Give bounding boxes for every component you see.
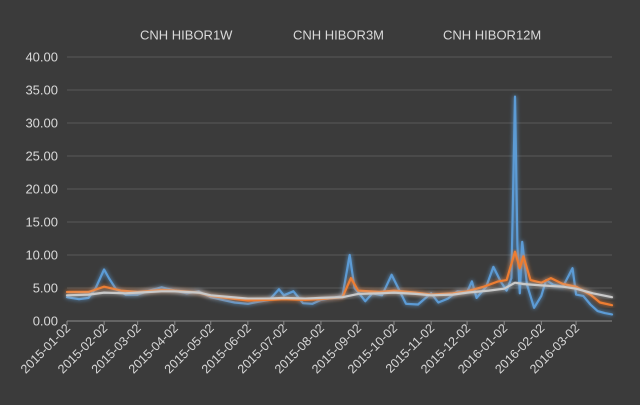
y-tick-label: 40.00 [25, 50, 58, 65]
legend-label: CNH HIBOR1W [140, 28, 233, 43]
y-tick-label: 25.00 [25, 149, 58, 164]
x-axis-tick-labels: 2015-01-022015-02-022015-03-022015-04-02… [18, 321, 582, 376]
y-tick-label: 5.00 [33, 281, 58, 296]
series-lines [65, 95, 614, 316]
legend-label: CNH HIBOR12M [443, 28, 541, 43]
series-line-cnh-hibor1w [65, 95, 614, 316]
gridlines [66, 56, 612, 325]
legend-label: CNH HIBOR3M [293, 28, 384, 43]
y-tick-label: 15.00 [25, 215, 58, 230]
y-tick-label: 10.00 [25, 248, 58, 263]
y-tick-label: 35.00 [25, 83, 58, 98]
y-tick-label: 30.00 [25, 116, 58, 131]
y-axis-tick-labels: 0.00 5.00 10.00 15.00 20.00 25.00 30.00 35.00 40… [25, 50, 58, 329]
legend: CNH HIBOR1W CNH HIBOR3M CNH HIBOR12M [104, 28, 541, 43]
y-tick-label: 0.00 [33, 314, 58, 329]
y-tick-label: 20.00 [25, 182, 58, 197]
series-line-cnh-hibor12m [65, 281, 614, 300]
